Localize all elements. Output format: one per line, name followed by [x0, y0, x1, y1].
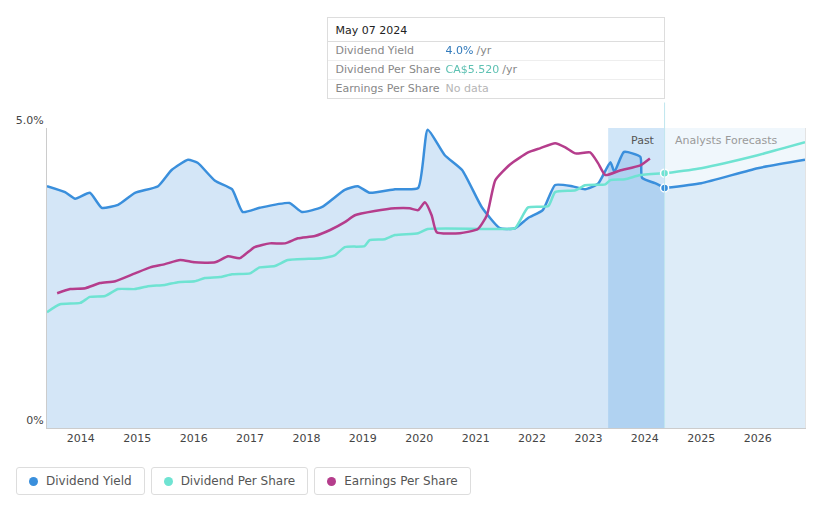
svg-text:2022: 2022	[518, 432, 546, 445]
svg-text:2016: 2016	[180, 432, 208, 445]
svg-text:2020: 2020	[405, 432, 433, 445]
html-text:Dividend Yield: Dividend Yield	[335, 44, 414, 57]
html-text:May 07 2024: May 07 2024	[335, 24, 408, 37]
svg-text:2025: 2025	[687, 432, 715, 445]
svg-text:Analysts Forecasts: Analysts Forecasts	[675, 134, 778, 147]
html-text:Dividend Per Share: Dividend Per Share	[180, 474, 296, 488]
svg-text:2017: 2017	[236, 432, 264, 445]
svg-text:2014: 2014	[67, 432, 95, 445]
svg-text:0%: 0%	[26, 414, 43, 427]
html-text:Dividend Yield: Dividend Yield	[46, 474, 132, 488]
svg-text:2024: 2024	[631, 432, 659, 445]
html-text:Dividend Per Share CA$5.520 /y: Dividend Per Share CA$5.520 /yr	[335, 63, 517, 76]
svg-text:Past: Past	[631, 134, 655, 147]
html-text:Earnings Per Share: Earnings Per Share	[335, 82, 440, 95]
svg-text:2023: 2023	[574, 432, 602, 445]
svg-text:2019: 2019	[349, 432, 377, 445]
svg-text:2026: 2026	[744, 432, 772, 445]
svg-text:2018: 2018	[292, 432, 320, 445]
svg-text:2015: 2015	[123, 432, 151, 445]
svg-text:2021: 2021	[462, 432, 490, 445]
html-text:Earnings Per Share: Earnings Per Share	[344, 474, 458, 488]
svg-text:5.0%: 5.0%	[16, 114, 44, 127]
html-text:4.0% /yr: 4.0% /yr	[445, 44, 492, 57]
html-text:No data: No data	[445, 82, 489, 95]
